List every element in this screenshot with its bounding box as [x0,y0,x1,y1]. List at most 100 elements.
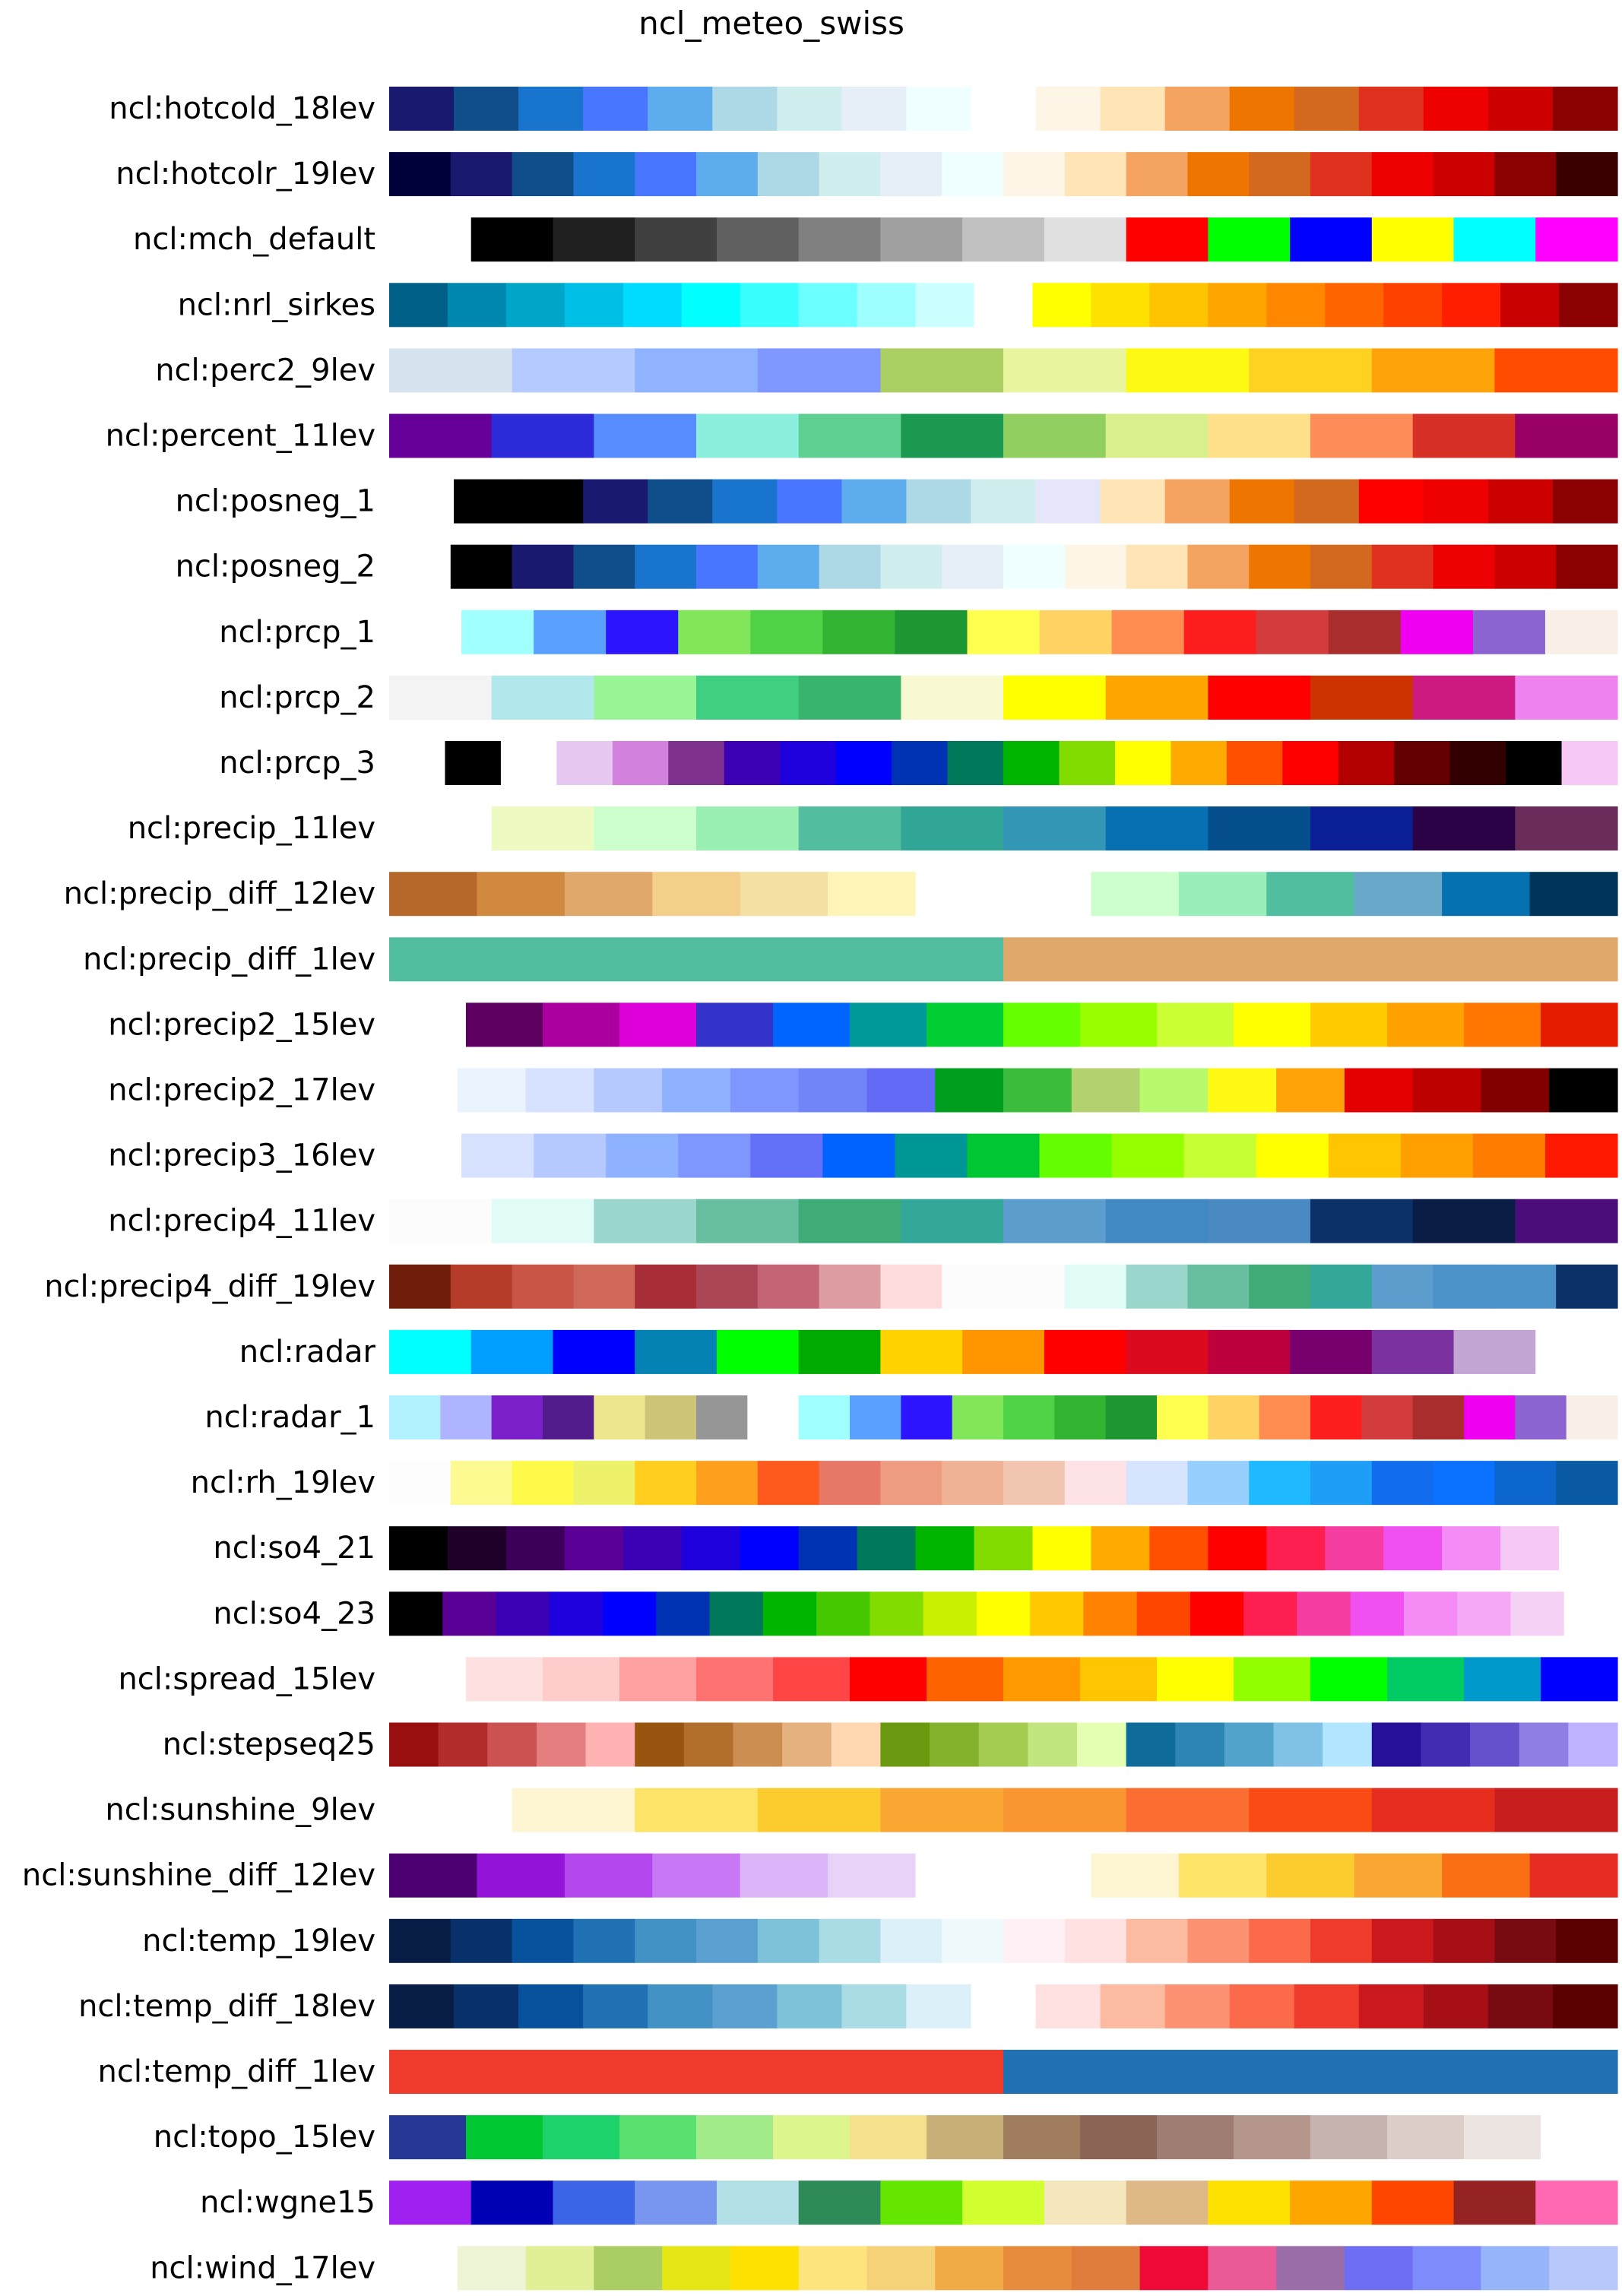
color-swatch [1371,1264,1434,1309]
color-swatch [573,544,635,589]
color-swatch [1164,1984,1231,2028]
color-swatch [740,1526,800,1571]
color-swatch [1276,2246,1345,2291]
color-swatch [962,2180,1045,2225]
color-swatch [1080,1657,1158,1702]
color-swatch [1208,283,1267,328]
color-swatch [1515,1395,1567,1439]
color-swatch [678,610,751,654]
color-swatch [1171,741,1228,785]
colormap-label: ncl:hotcolr_19lev [116,157,375,192]
color-swatch [1080,1002,1158,1047]
color-swatch [1044,2180,1127,2225]
color-swatch [1371,1788,1495,1832]
color-swatch [1358,87,1424,131]
color-swatch [773,1657,851,1702]
color-swatch [1149,283,1209,328]
color-swatch [696,152,759,197]
color-swatch [1494,1788,1618,1832]
color-swatch [1003,937,1618,982]
color-swatch [583,479,648,524]
color-swatch [777,1984,842,2028]
color-swatch [1126,544,1188,589]
color-swatch [1412,675,1516,720]
color-swatch [880,544,942,589]
colormap-row: ncl:posneg_1 [176,479,1618,524]
color-swatch [841,87,908,131]
color-swatch [1453,2180,1536,2225]
color-swatch [740,1853,828,1898]
color-swatch [915,1526,975,1571]
color-swatch [906,87,972,131]
color-swatch [619,1657,697,1702]
color-swatch [773,2115,851,2160]
color-swatch [1003,413,1107,458]
color-swatch [1208,1395,1260,1439]
color-swatch [1400,1133,1474,1178]
color-swatch [1149,1526,1209,1571]
color-swatch [901,675,1004,720]
color-swatch [880,1461,942,1506]
color-swatch [1126,348,1250,393]
color-swatch [1568,1722,1618,1767]
colormap-label: ncl:radar [239,1335,376,1370]
color-swatch [648,87,713,131]
colormap-label: ncl:sunshine_diff_12lev [22,1858,375,1893]
color-swatch [389,1853,478,1898]
colormap-label: ncl:temp_19lev [142,1924,375,1959]
color-swatch [1035,1984,1101,2028]
colormap-row: ncl:precip4_11lev [108,1199,1618,1243]
color-swatch [1371,1918,1434,1963]
colormap-row: ncl:sunshine_9lev [105,1788,1618,1832]
color-swatch [1111,610,1185,654]
colormap-label: ncl:posneg_1 [176,484,375,519]
color-swatch [712,479,778,524]
color-swatch [1187,152,1250,197]
color-swatch [798,413,901,458]
color-swatch [1273,1722,1323,1767]
colormap-label: ncl:sunshine_9lev [105,1793,375,1828]
color-swatch [457,2246,527,2291]
color-swatch [1544,1133,1618,1178]
colormap-label: ncl:posneg_2 [176,549,375,584]
color-swatch [1371,544,1434,589]
color-swatch [1234,2115,1311,2160]
color-swatch [1464,1395,1516,1439]
color-swatch [927,1657,1004,1702]
color-swatch [822,610,896,654]
color-swatch [1294,87,1360,131]
color-swatch [389,1918,451,1963]
color-swatch [1249,544,1311,589]
color-swatch [947,741,1004,785]
color-swatch [816,1591,870,1636]
color-swatch [1003,872,1092,917]
color-swatch [389,2246,458,2291]
colormap-row: ncl:mch_default [133,217,1618,262]
color-swatch [696,1657,774,1702]
colormap-label: ncl:spread_15lev [118,1661,375,1696]
color-swatch [1059,741,1116,785]
color-swatch [1105,1199,1209,1243]
colormap-row: ncl:hotcold_18lev [109,87,1618,131]
color-swatch [1178,872,1267,917]
colormap-row: ncl:radar [239,1329,1618,1374]
color-swatch [1105,1395,1158,1439]
color-swatch [1371,2180,1455,2225]
color-swatch [635,1329,718,1374]
color-swatch [1433,1918,1495,1963]
color-swatch [1249,1788,1373,1832]
color-swatch [1003,1657,1081,1702]
colormap-label: ncl:precip4_11lev [108,1204,375,1239]
color-swatch [1003,806,1107,851]
color-swatch [724,741,781,785]
color-swatch [461,610,534,654]
color-swatch [612,741,669,785]
color-swatch [1559,1526,1618,1571]
color-swatch [1256,1133,1329,1178]
color-swatch [747,1395,800,1439]
color-swatch [880,2180,963,2225]
color-swatch [712,1984,778,2028]
color-swatch [635,217,718,262]
color-swatch [880,1722,930,1767]
